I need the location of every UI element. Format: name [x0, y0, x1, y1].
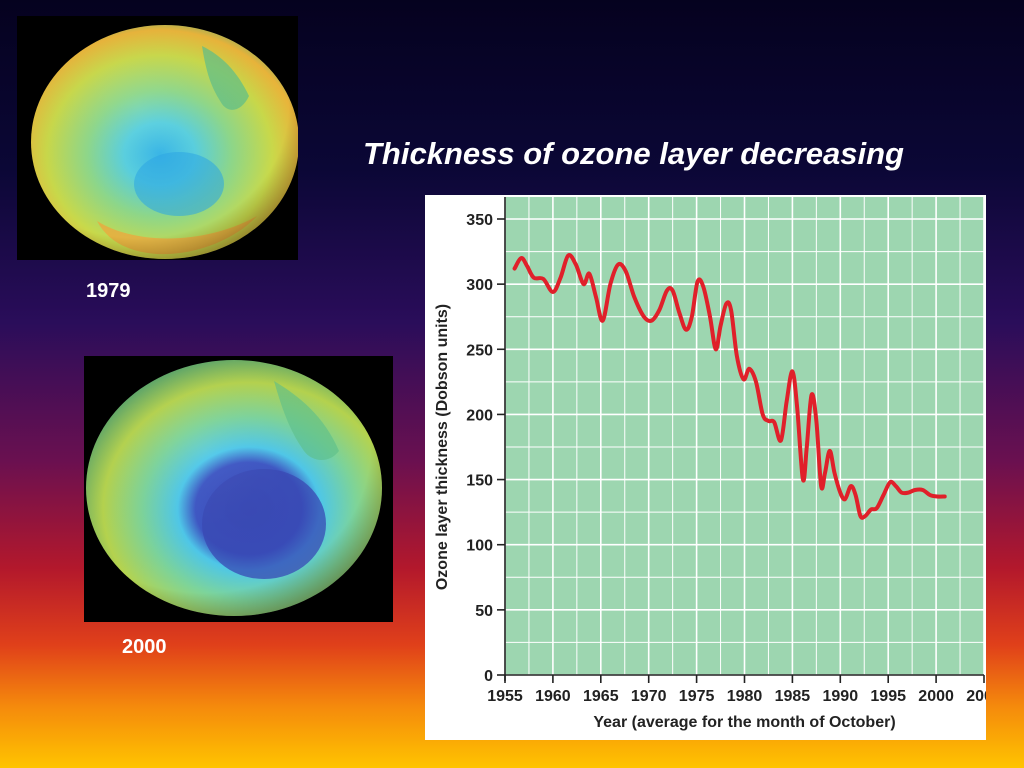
x-tick-label: 1980 [727, 688, 763, 705]
slide-title: Thickness of ozone layer decreasing [363, 136, 904, 171]
y-tick-label: 300 [466, 277, 493, 294]
ozone-globe-2000 [86, 360, 382, 616]
y-tick-label: 50 [475, 603, 493, 620]
y-tick-label: 100 [466, 538, 493, 555]
x-tick-label: 1975 [679, 688, 715, 705]
y-tick-label: 150 [466, 473, 493, 490]
y-tick-label: 250 [466, 342, 493, 359]
x-tick-labels: 1955 1960 1965 1970 1975 1980 1985 1990 1995 2000… [487, 675, 986, 705]
y-tick-labels: 0 50 100 150 200 250 300 350 [466, 212, 505, 685]
x-tick-label: 1990 [823, 688, 859, 705]
globe-2000-year: 2000 [122, 636, 167, 658]
x-axis-label: Year (average for the month of October) [593, 714, 895, 731]
x-tick-label: 2000 [918, 688, 954, 705]
y-tick-label: 200 [466, 407, 493, 424]
x-tick-label: 1995 [870, 688, 906, 705]
x-tick-label: 1955 [487, 688, 523, 705]
y-axis-label: Ozone layer thickness (Dobson units) [434, 304, 451, 590]
x-tick-label: 1970 [631, 688, 667, 705]
y-tick-label: 0 [484, 668, 493, 685]
x-tick-label: 1965 [583, 688, 619, 705]
x-tick-label: 1985 [775, 688, 811, 705]
globe-1979-year: 1979 [86, 280, 131, 302]
globe-2000-image [84, 356, 393, 622]
y-tick-label: 350 [466, 212, 493, 229]
ozone-globe-1979 [31, 25, 299, 259]
ozone-chart-panel: 0 50 100 150 200 250 300 350 1955 1960 1965 1970 19… [425, 195, 986, 740]
x-tick-label: 1960 [535, 688, 571, 705]
globe-1979-image [17, 16, 299, 260]
x-tick-label: 2005 [966, 688, 986, 705]
grid-lines [504, 197, 985, 676]
ozone-thickness-line [512, 253, 947, 520]
